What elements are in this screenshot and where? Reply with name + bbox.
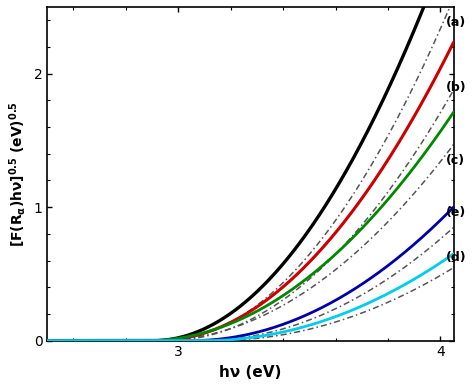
Text: (e): (e): [446, 206, 466, 219]
Text: (d): (d): [446, 252, 466, 264]
Text: (b): (b): [446, 80, 466, 94]
Text: (c): (c): [446, 154, 465, 167]
X-axis label: hν (eV): hν (eV): [219, 365, 282, 380]
Y-axis label: $\mathbf{[F(R_\alpha)h\nu]^{0.5}\ (eV)^{0.5}}$: $\mathbf{[F(R_\alpha)h\nu]^{0.5}\ (eV)^{…: [7, 101, 28, 247]
Text: (a): (a): [446, 17, 466, 29]
